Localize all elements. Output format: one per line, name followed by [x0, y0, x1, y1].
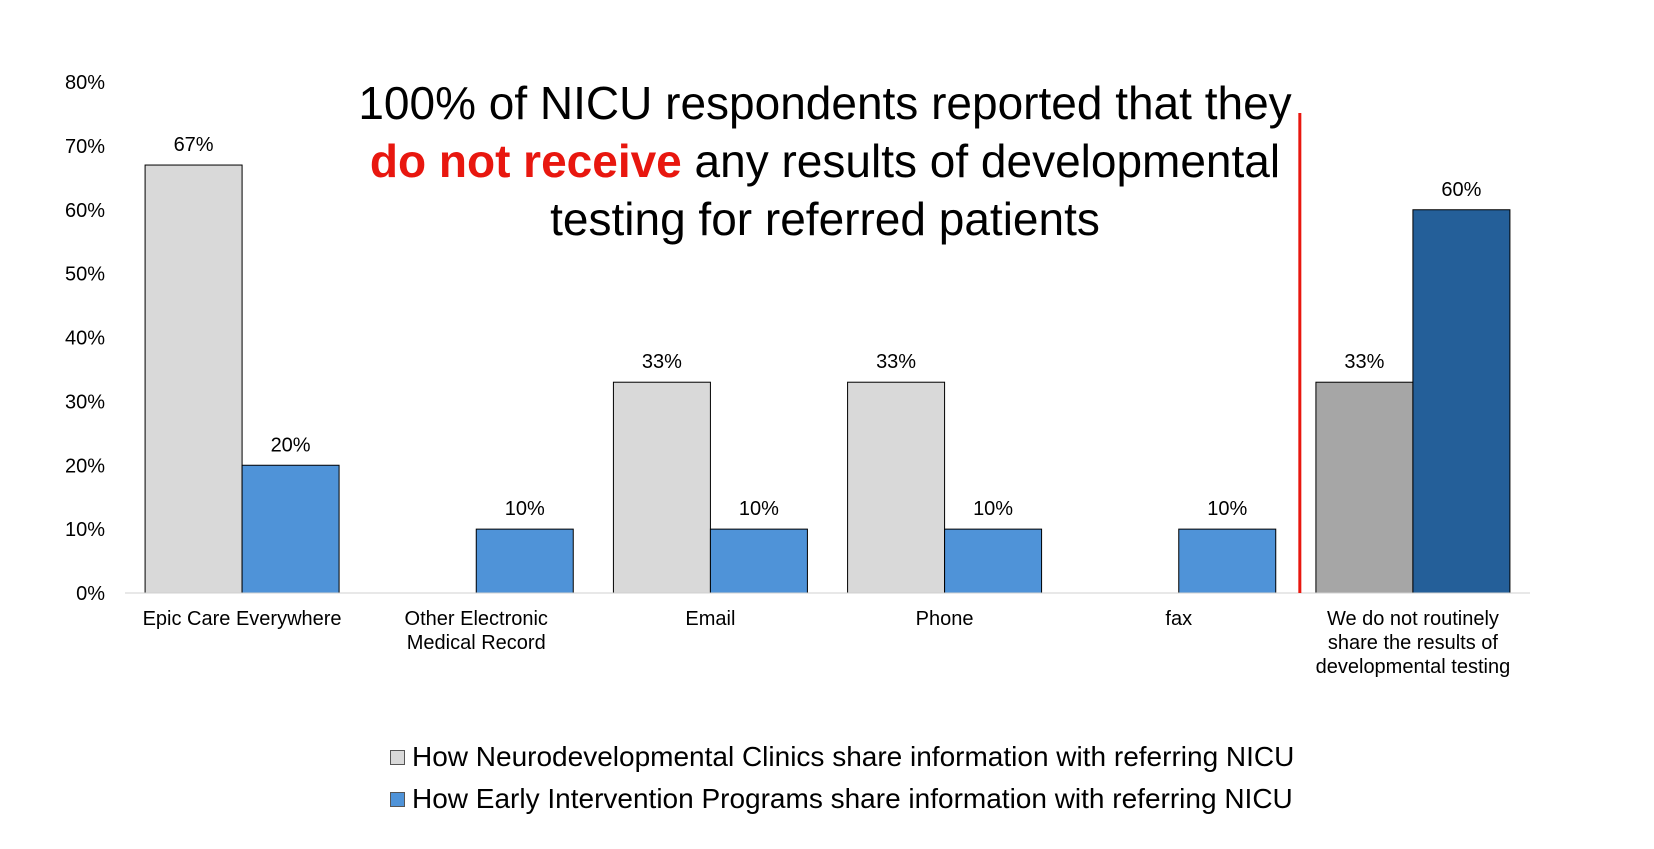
- y-tick-label: 80%: [65, 72, 105, 94]
- data-label: 10%: [1207, 498, 1247, 520]
- legend: How Neurodevelopmental Clinics share inf…: [390, 736, 1294, 820]
- data-label: 33%: [876, 351, 916, 373]
- x-category-label: Other Electronic: [405, 608, 548, 630]
- title-line-1: 100% of NICU respondents reported that t…: [358, 77, 1292, 129]
- legend-item-series-2: How Early Intervention Programs share in…: [390, 778, 1294, 820]
- data-label: 20%: [271, 434, 311, 456]
- legend-label-series-2: How Early Intervention Programs share in…: [412, 783, 1293, 814]
- y-tick-label: 10%: [65, 519, 105, 541]
- legend-swatch-series-2: [390, 791, 405, 807]
- data-label: 67%: [174, 134, 214, 156]
- data-label: 60%: [1441, 179, 1481, 201]
- x-category-label: Medical Record: [407, 632, 546, 654]
- x-category-label: Epic Care Everywhere: [143, 608, 342, 630]
- x-category-label: We do not routinely: [1327, 608, 1499, 630]
- bar-series-2-cat-3: [709, 528, 808, 594]
- legend-label-series-1: How Neurodevelopmental Clinics share inf…: [412, 741, 1295, 772]
- bar-series-1-cat-4: [847, 381, 946, 594]
- bar-series-2-cat-6: [1412, 209, 1511, 594]
- title-line-3: testing for referred patients: [550, 193, 1100, 245]
- title-line-2: do not receive any results of developmen…: [300, 132, 1350, 190]
- y-tick-label: 30%: [65, 391, 105, 413]
- bar-series-1-cat-1: [144, 164, 243, 594]
- bar-series-2-cat-4: [944, 528, 1043, 594]
- bar-series-2-cat-2: [475, 528, 574, 594]
- bar-series-2-cat-5: [1178, 528, 1277, 594]
- x-category-label: Email: [685, 608, 735, 630]
- data-label: 10%: [973, 498, 1013, 520]
- y-tick-label: 70%: [65, 136, 105, 158]
- legend-item-series-1: How Neurodevelopmental Clinics share inf…: [390, 736, 1294, 778]
- y-tick-label: 40%: [65, 328, 105, 350]
- x-category-label: share the results of: [1328, 632, 1499, 654]
- data-label: 33%: [1344, 351, 1384, 373]
- y-tick-label: 0%: [76, 583, 105, 605]
- data-label: 33%: [642, 351, 682, 373]
- x-category-label: developmental testing: [1316, 656, 1511, 678]
- data-label: 10%: [739, 498, 779, 520]
- y-tick-label: 20%: [65, 455, 105, 477]
- x-category-label: fax: [1165, 608, 1192, 630]
- title-highlight: do not receive: [369, 135, 682, 187]
- legend-swatch-series-1: [390, 749, 405, 765]
- data-label: 10%: [505, 498, 545, 520]
- y-tick-label: 50%: [65, 264, 105, 286]
- bar-series-1-cat-3: [612, 381, 711, 594]
- bar-series-2-cat-1: [241, 464, 340, 594]
- y-tick-label: 60%: [65, 200, 105, 222]
- title-line-2-rest: any results of developmental: [681, 135, 1281, 187]
- x-category-label: Phone: [916, 608, 974, 630]
- chart-title: 100% of NICU respondents reported that t…: [300, 74, 1350, 248]
- bar-series-1-cat-6: [1315, 381, 1414, 594]
